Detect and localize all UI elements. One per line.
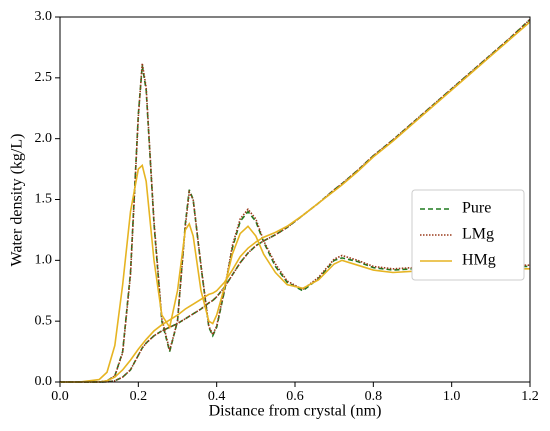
x-tick-label: 0.6 — [286, 389, 304, 404]
series-line — [60, 163, 530, 383]
y-tick-label: 0.0 — [35, 374, 53, 389]
x-tick-label: 0.0 — [51, 389, 69, 404]
series-line — [60, 18, 531, 383]
x-tick-label: 0.2 — [130, 389, 148, 404]
plot-frame — [59, 16, 531, 383]
x-tick-label: 1.0 — [443, 389, 461, 404]
x-tick-label: 0.8 — [365, 389, 383, 404]
legend-label: LMg — [462, 226, 494, 243]
x-axis-label: Distance from crystal (nm) — [209, 403, 382, 420]
x-tick-label: 1.2 — [521, 389, 539, 404]
legend-box — [411, 189, 525, 281]
y-tick-label: 0.5 — [35, 313, 53, 328]
y-tick-label: 3.0 — [35, 9, 53, 24]
y-tick-label: 2.5 — [35, 70, 53, 85]
y-tick-label: 1.0 — [35, 253, 53, 268]
y-axis-label: Water density (kg/L) — [9, 134, 26, 267]
series-line — [60, 21, 531, 383]
legend-label: Pure — [462, 200, 491, 217]
y-tick-label: 1.5 — [35, 192, 53, 207]
y-tick-label: 2.0 — [35, 131, 53, 146]
x-tick-label: 0.4 — [208, 389, 226, 404]
legend-label: HMg — [462, 252, 496, 269]
